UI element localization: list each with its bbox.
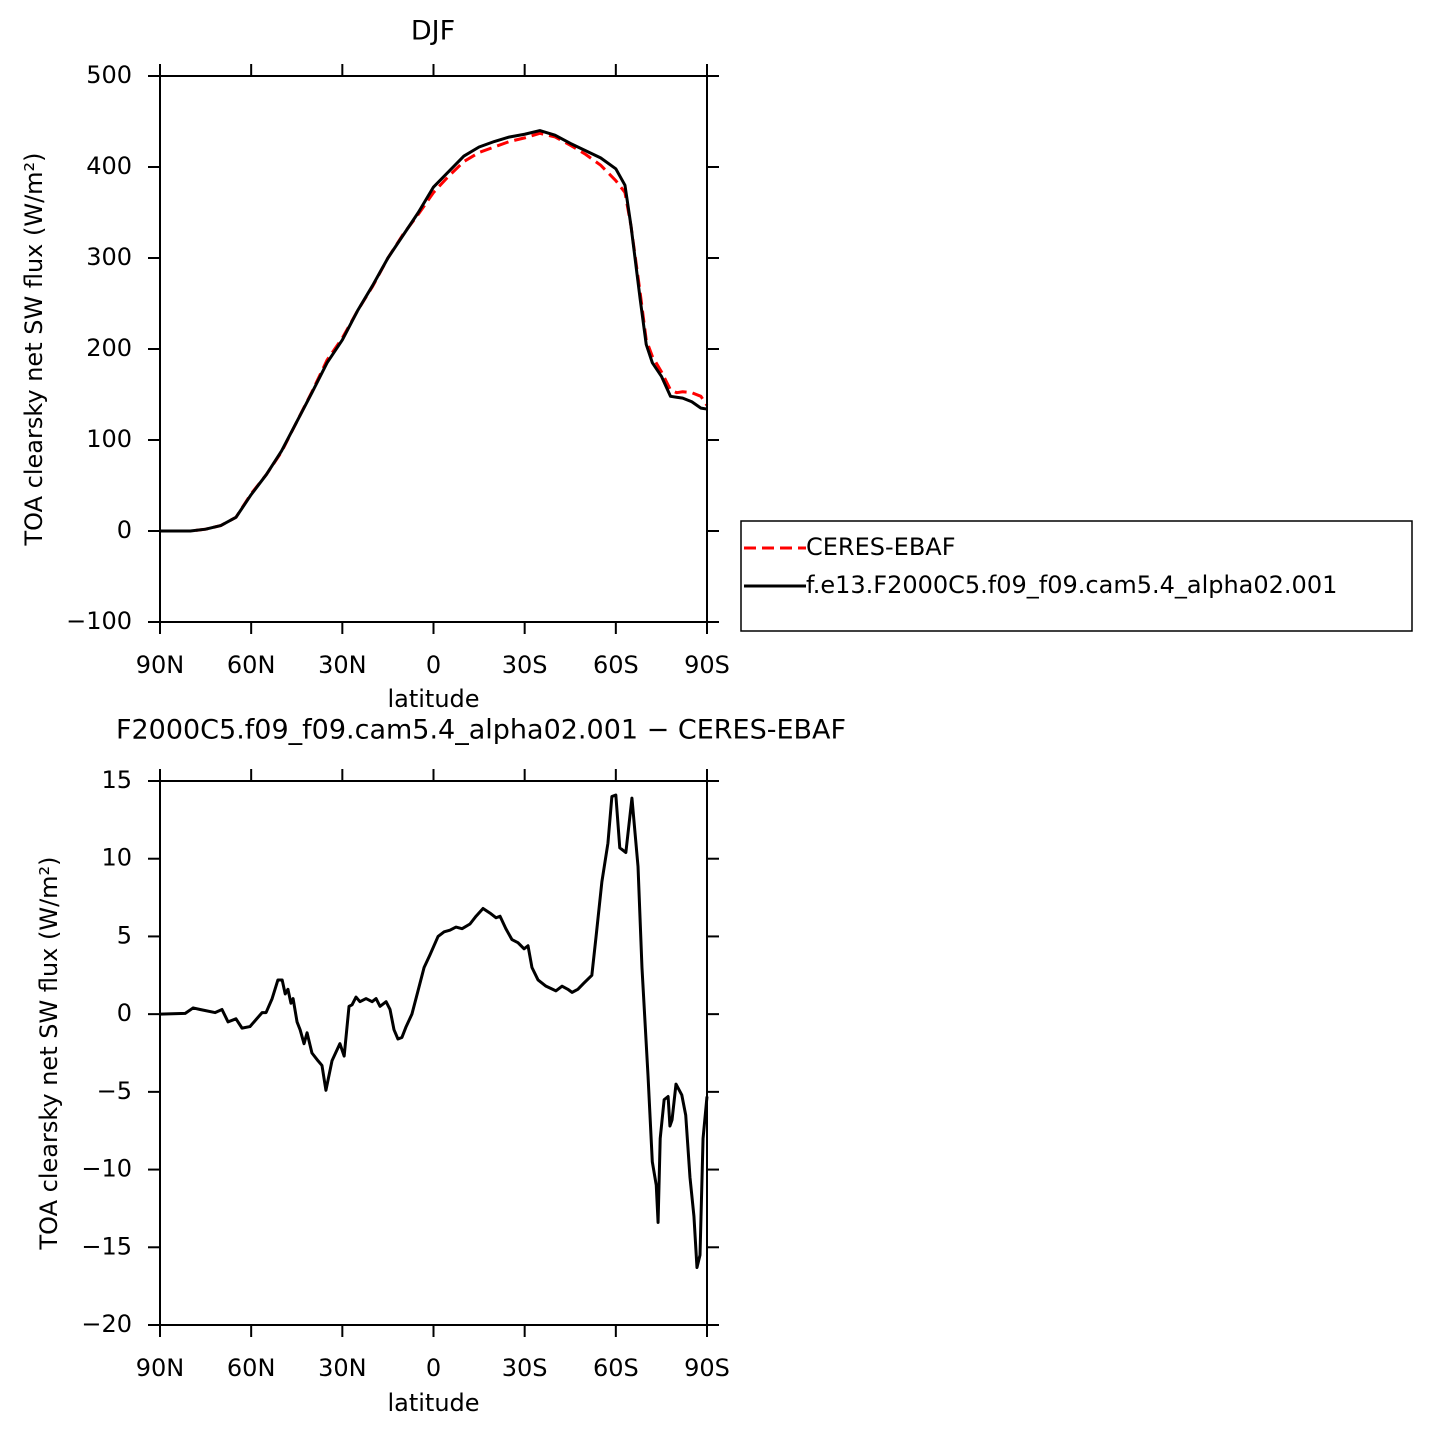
x-tick-label: 30S (502, 1354, 548, 1382)
y-tick-label: −20 (81, 1310, 132, 1338)
x-tick-label: 90N (136, 1354, 185, 1382)
legend-label: f.e13.F2000C5.f09_f09.cam5.4_alpha02.001 (806, 571, 1337, 599)
x-tick-label: 30S (502, 651, 548, 679)
y-tick-label: 200 (86, 334, 132, 362)
x-tick-label: 30N (318, 651, 367, 679)
y-tick-label: 10 (101, 844, 132, 872)
y-tick-label: 0 (117, 999, 132, 1027)
x-tick-label: 0 (426, 651, 441, 679)
x-axis-label: latitude (387, 1389, 479, 1417)
y-tick-label: 15 (101, 766, 132, 794)
legend-box (740, 520, 1413, 632)
plot-frame (159, 780, 708, 1326)
legend-label: CERES-EBAF (806, 533, 956, 561)
y-tick-label: −10 (81, 1155, 132, 1183)
y-tick-label: 5 (117, 921, 132, 949)
chart-title: DJF (411, 16, 455, 47)
x-axis-label: latitude (387, 685, 479, 713)
y-axis-label: TOA clearsky net SW flux (W/m²) (35, 856, 63, 1250)
x-tick-label: 60N (227, 651, 276, 679)
y-tick-label: −15 (81, 1232, 132, 1260)
y-axis-label: TOA clearsky net SW flux (W/m²) (20, 152, 48, 546)
x-tick-label: 60S (593, 651, 639, 679)
x-tick-label: 0 (426, 1354, 441, 1382)
y-tick-label: 0 (117, 516, 132, 544)
x-tick-label: 90S (684, 1354, 730, 1382)
x-tick-label: 60N (227, 1354, 276, 1382)
data-line (160, 129, 708, 533)
data-line (159, 793, 709, 1269)
x-tick-label: 30N (318, 1354, 367, 1382)
y-tick-label: 400 (86, 152, 132, 180)
x-tick-label: 90N (136, 651, 185, 679)
x-tick-label: 60S (593, 1354, 639, 1382)
y-tick-label: 500 (86, 61, 132, 89)
chart-title: F2000C5.f09_f09.cam5.4_alpha02.001 − CER… (116, 715, 846, 746)
y-tick-label: 100 (86, 425, 132, 453)
x-tick-label: 90S (684, 651, 730, 679)
y-tick-label: 300 (86, 243, 132, 271)
y-tick-label: −100 (66, 607, 132, 635)
y-tick-label: −5 (97, 1077, 132, 1105)
plot-frame (159, 75, 708, 623)
